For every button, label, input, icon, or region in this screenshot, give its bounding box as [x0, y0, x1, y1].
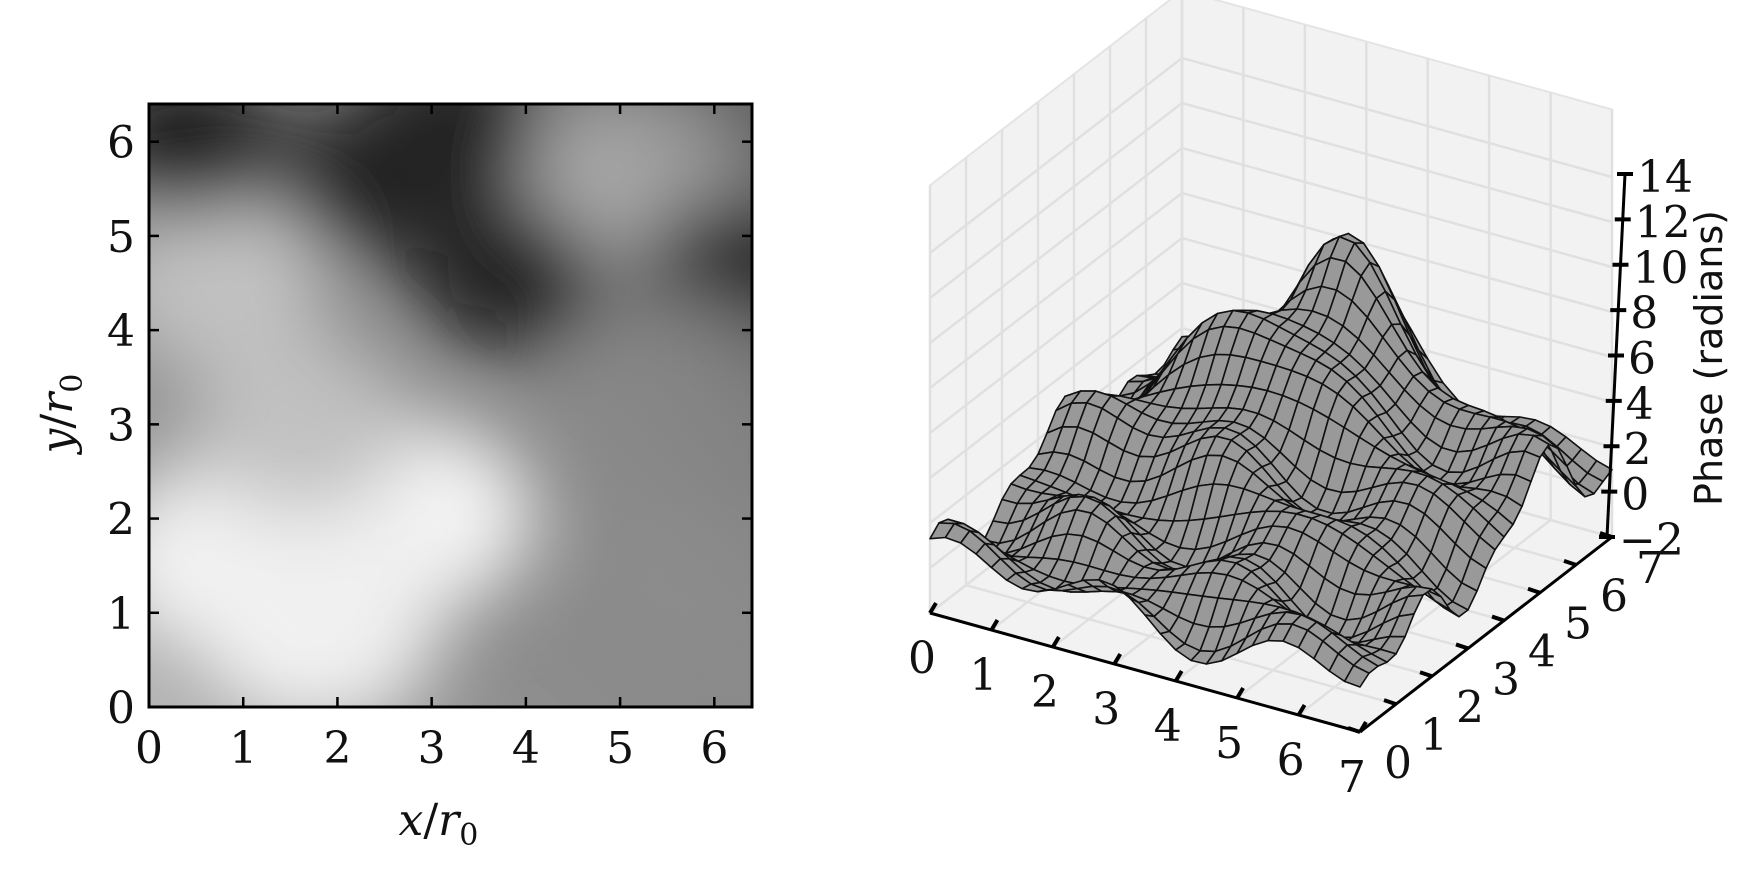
y3d-tick-label: 5 [1564, 599, 1592, 650]
x-tick-label: 0 [135, 723, 163, 774]
z-tick-label: 10 [1633, 243, 1689, 294]
x-axis-label-xlabel_var: x [399, 795, 424, 846]
z-tick-label: 6 [1628, 334, 1656, 385]
x-tick-label: 1 [229, 723, 257, 774]
y-tick-label: 2 [107, 495, 135, 546]
x3d-tick-label: 5 [1215, 718, 1243, 769]
y-axis-label-ylabel_sep: / [32, 414, 83, 429]
x-tick-label: 6 [700, 723, 728, 774]
x3d-tick-label: 0 [908, 633, 936, 684]
x3d-tick-label: 7 [1338, 752, 1366, 803]
z-axis-label: Phase (radians) [1687, 210, 1731, 506]
heatmap-image [92, 47, 828, 728]
y3d-tick-label: 1 [1420, 710, 1448, 761]
x3d-tick-label: 6 [1277, 735, 1305, 786]
z-tick-label: 4 [1626, 379, 1654, 430]
x-axis-label-xlabel_sub: 0 [459, 818, 478, 853]
z-tick-label: 12 [1635, 197, 1691, 248]
y3d-tick-label: 6 [1600, 571, 1628, 622]
y-axis-label-ylabel_var: y [32, 428, 83, 456]
x-tick-label: 3 [418, 723, 446, 774]
heatmap-shading [149, 104, 752, 707]
x3d-tick-label: 3 [1092, 684, 1120, 735]
x-axis-label: x/r0 [399, 795, 479, 853]
y3d-tick-label: 4 [1528, 627, 1556, 678]
y-tick-label: 3 [107, 400, 135, 451]
y-axis-label-ylabel_sub: 0 [55, 374, 90, 393]
z-tick-label: 0 [1621, 470, 1649, 521]
x3d-tick-label: 4 [1154, 701, 1182, 752]
y3d-tick-label: 0 [1384, 738, 1412, 789]
heatmap-panel: 0 1 2 3 4 5 6 0 1 2 3 4 5 6 x/r0 y/r0 [32, 47, 828, 853]
y3d-tick-label: 2 [1456, 682, 1484, 733]
y-tick-label: 0 [107, 683, 135, 734]
y3d-tick-label: 3 [1492, 654, 1520, 705]
x-tick-label: 5 [606, 723, 634, 774]
z-tick-label: 2 [1624, 424, 1652, 475]
y-tick-label: 6 [107, 118, 135, 169]
y-axis-label: y/r0 [32, 374, 90, 456]
y-tick-label: 4 [107, 306, 135, 357]
x3d-tick-label: 1 [969, 650, 997, 701]
x3d-tick-label: 2 [1031, 667, 1059, 718]
z-tick-label: 14 [1637, 152, 1693, 203]
y-tick-label: 1 [107, 589, 135, 640]
x-tick-label: 2 [323, 723, 351, 774]
y-tick-label: 5 [107, 212, 135, 263]
z-tick-label: 8 [1630, 288, 1658, 339]
x-tick-label: 4 [512, 723, 540, 774]
z-tick-label: −2 [1619, 515, 1684, 566]
x-axis-label-xlabel_sep: / [423, 795, 438, 846]
